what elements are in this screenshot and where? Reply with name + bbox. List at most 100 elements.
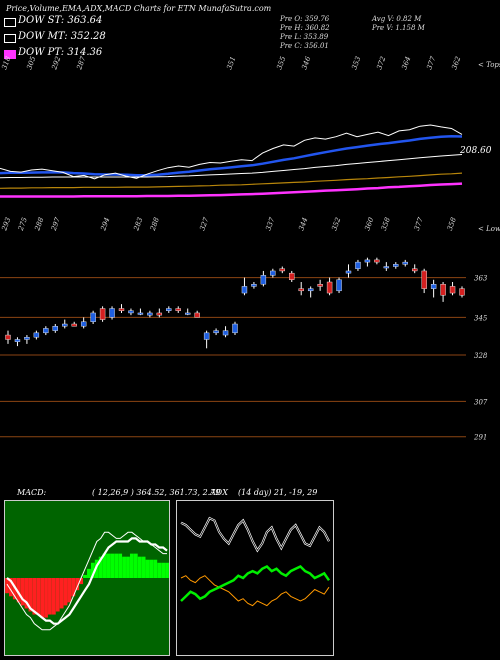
macd-hist-bar: [48, 578, 52, 615]
macd-hist-bar: [36, 578, 41, 615]
lows-corner-label: < Lows: [478, 225, 500, 233]
y-tick-label: 291: [473, 434, 487, 442]
candle-body: [241, 286, 248, 294]
ohlc-1-0: Pre H: 360.82: [280, 24, 330, 32]
low-label: 327: [198, 216, 210, 232]
macd-hist-bar: [161, 562, 166, 578]
candle-body: [393, 264, 399, 267]
candle-body: [90, 312, 96, 322]
candle-body: [364, 259, 371, 263]
macd-hist-bar: [79, 578, 84, 585]
candle-body: [336, 279, 342, 292]
macd-hist-bar: [16, 578, 21, 603]
macd-hist-bar: [145, 559, 150, 578]
macd-hist-bar: [153, 559, 158, 578]
adx-plot: [180, 516, 331, 607]
ema-mt-line: [0, 154, 463, 179]
top-label: 355: [275, 55, 287, 71]
candle-body: [24, 337, 30, 340]
macd-line: [6, 531, 167, 631]
macd-hist-bar: [149, 559, 154, 578]
di-plus-line: [180, 564, 331, 602]
ohlc-2-0: Pre L: 353.89: [280, 33, 329, 41]
macd-plot: [5, 531, 169, 631]
candle-body: [317, 284, 323, 287]
y-tick-label: 307: [474, 398, 488, 406]
macd-hist-bar: [102, 553, 107, 578]
candle-body: [459, 288, 465, 296]
macd-hist-bar: [110, 553, 115, 578]
y-tick-label: 363: [474, 275, 488, 283]
macd-hist-bar: [8, 578, 13, 597]
ema-chart: 318 305 292 287 351 355 346 353 372 364 377 362: [0, 55, 463, 198]
top-label: 377: [425, 55, 437, 71]
macd-hist-bar: [90, 562, 95, 578]
candle-body: [118, 308, 125, 311]
candle-body: [260, 275, 267, 285]
macd-hist-bar: [28, 578, 33, 612]
candle-body: [222, 330, 229, 336]
candle-body: [232, 323, 238, 334]
candle-body: [128, 310, 134, 314]
legend-pt: DOW PT: 314.36: [18, 47, 103, 58]
low-label: 288: [33, 216, 46, 233]
low-label: 352: [330, 216, 342, 232]
macd-signal-core: [6, 538, 168, 625]
candle-body: [52, 326, 58, 331]
low-label: 288: [149, 216, 162, 233]
macd-hist-bar: [32, 578, 37, 615]
chart-title: Price,Volume,EMA,ADX,MACD Charts for ETN…: [6, 4, 272, 13]
candle-body: [279, 268, 285, 272]
candle-body: [355, 261, 361, 269]
macd-hist-bar: [87, 568, 91, 578]
low-label: 344: [297, 216, 309, 231]
macd-label: MACD:: [17, 488, 47, 497]
ohlc-0-1: Avg V: 0.82 M: [372, 15, 422, 23]
low-label: 283: [132, 216, 145, 233]
legend-pt-swatch: [4, 50, 16, 59]
legend-st-swatch: [4, 18, 16, 27]
macd-hist-bar: [75, 578, 80, 591]
candle-body: [307, 288, 314, 292]
macd-hist-bar: [5, 578, 9, 594]
candle-body: [213, 330, 219, 334]
top-label: 292: [50, 55, 63, 72]
candle-body: [43, 328, 49, 334]
candle-body: [449, 286, 456, 294]
candle-body: [345, 270, 352, 274]
candle-body: [430, 284, 437, 289]
ohlc-3-0: Pre C: 356.01: [280, 42, 329, 50]
low-label: 337: [264, 216, 276, 232]
low-label: 358: [446, 216, 458, 232]
ohlc-0-0: Pre O: 359.76: [280, 15, 330, 23]
adx-line-inner: [180, 517, 330, 552]
top-label: 346: [300, 55, 312, 71]
candle-body: [175, 308, 181, 311]
macd-hist-bar: [51, 578, 56, 615]
macd-hist-bar: [157, 562, 162, 578]
macd-hist-bar: [106, 553, 111, 578]
candle-body: [137, 312, 144, 315]
low-label: 293: [0, 216, 13, 233]
macd-hist-bar: [55, 578, 60, 612]
legend-mt-swatch: [4, 34, 16, 43]
candle-body: [402, 261, 408, 265]
candle-body: [166, 308, 172, 311]
candle-body: [5, 334, 11, 340]
macd-hist-bar: [83, 574, 87, 578]
macd-hist-bar: [118, 553, 123, 578]
top-label: 305: [25, 55, 37, 71]
y-tick-label: 328: [474, 352, 488, 360]
ema-lt-line: [0, 172, 463, 189]
top-label: 364: [400, 55, 412, 70]
low-label: 297: [50, 216, 63, 233]
ema-st-line: [0, 135, 463, 177]
macd-hist-bar: [122, 556, 126, 578]
legend-mt: DOW MT: 352.28: [18, 31, 106, 42]
macd-hist-bar: [59, 578, 64, 609]
low-label: 275: [17, 216, 30, 233]
candle-body: [251, 284, 257, 287]
macd-hist-bar: [126, 556, 130, 578]
candle-body: [326, 281, 333, 294]
low-label: 294: [99, 216, 111, 232]
